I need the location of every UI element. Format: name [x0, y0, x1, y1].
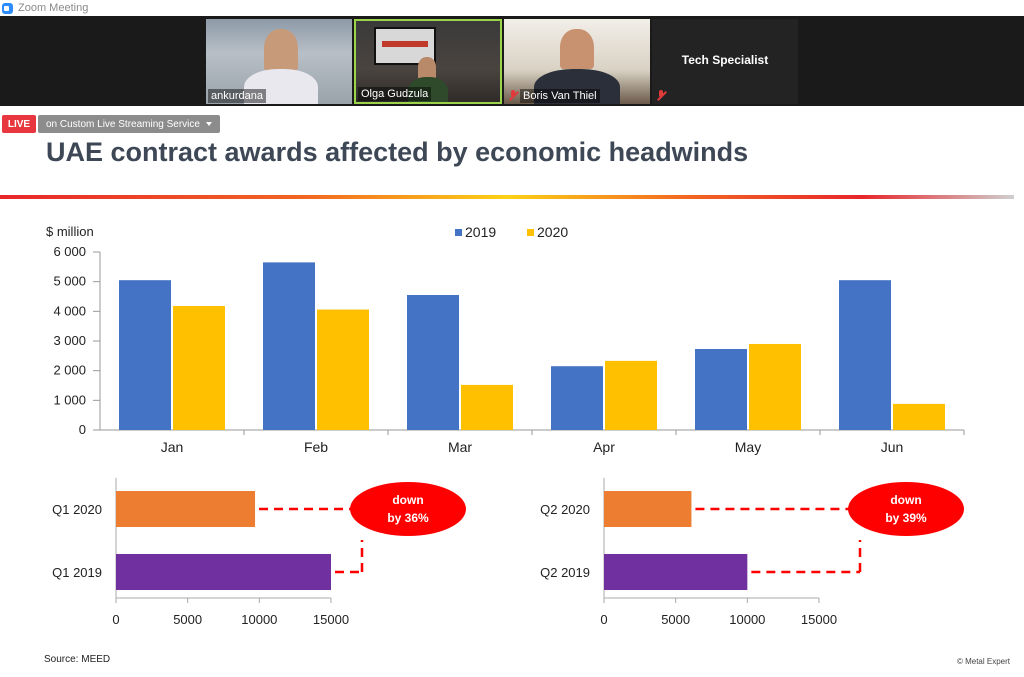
bar-2019-feb — [263, 262, 315, 430]
x-tick-label: Feb — [304, 439, 328, 455]
mic-muted-icon — [656, 90, 666, 101]
bar-2020-jun — [893, 403, 945, 430]
video-tile-tech-specialist[interactable]: Tech Specialist — [652, 19, 798, 104]
live-service-label: on Custom Live Streaming Service — [46, 118, 200, 130]
zoom-logo-icon — [2, 2, 13, 14]
title-rule — [0, 195, 1014, 199]
callout-bubble — [848, 482, 964, 536]
chevron-down-icon — [205, 122, 212, 126]
bar-2019-apr — [551, 366, 603, 430]
q-tick-label: 15000 — [313, 612, 349, 627]
bar-2020-mar — [461, 384, 513, 430]
legend-swatch-2020 — [527, 229, 534, 236]
video-strip: ankurdana Olga Gudzula Boris Van Thiel T… — [0, 16, 1024, 106]
callout-text-line2: by 39% — [885, 511, 927, 525]
window-title: Zoom Meeting — [18, 2, 89, 14]
y-tick-label: 1 000 — [53, 392, 86, 407]
y-tick-label: 6 000 — [53, 244, 86, 259]
legend-swatch-2019 — [455, 229, 462, 236]
bar-2020-apr — [605, 360, 657, 430]
mic-muted-icon — [508, 90, 518, 101]
q-category-label: Q1 2020 — [52, 502, 102, 517]
live-badge: LIVE — [2, 115, 36, 133]
q-tick-label: 10000 — [241, 612, 277, 627]
bar-2020-may — [749, 343, 801, 430]
participant-avatar — [418, 57, 436, 79]
slide-title: UAE contract awards affected by economic… — [46, 137, 749, 167]
legend-label-2019: 2019 — [465, 224, 496, 240]
video-tile-ankurdana[interactable]: ankurdana — [206, 19, 352, 104]
q-bar-q1-2019 — [116, 554, 331, 590]
q-bar-q2-2019 — [604, 554, 748, 590]
bar-2020-jan — [173, 305, 225, 430]
q-category-label: Q2 2019 — [540, 565, 590, 580]
participant-name: Tech Specialist — [681, 53, 769, 67]
video-tile-olga-gudzula[interactable]: Olga Gudzula — [354, 19, 502, 104]
q-bar-q2-2020 — [604, 491, 692, 527]
y-tick-label: 4 000 — [53, 303, 86, 318]
q-tick-label: 5000 — [173, 612, 202, 627]
callout-text-line1: down — [890, 493, 921, 507]
bar-2020-feb — [317, 309, 369, 430]
participant-shirt — [408, 77, 448, 102]
participant-name: Boris Van Thiel — [520, 89, 600, 103]
q-tick-label: 0 — [600, 612, 607, 627]
title-bar: Zoom Meeting — [0, 0, 1024, 16]
q-tick-label: 10000 — [729, 612, 765, 627]
q-tick-label: 15000 — [801, 612, 837, 627]
y-tick-label: 5 000 — [53, 274, 86, 289]
x-tick-label: Jun — [881, 439, 904, 455]
video-tile-boris-van-thiel[interactable]: Boris Van Thiel — [504, 19, 650, 104]
copyright-note: © Metal Expert — [956, 657, 1010, 666]
q-tick-label: 5000 — [661, 612, 690, 627]
x-tick-label: Apr — [593, 439, 615, 455]
y-tick-label: 2 000 — [53, 363, 86, 378]
participant-name: ankurdana — [208, 89, 266, 103]
x-tick-label: Mar — [448, 439, 472, 455]
callout-text-line2: by 36% — [387, 511, 429, 525]
y-tick-label: 3 000 — [53, 333, 86, 348]
participant-name: Olga Gudzula — [358, 87, 432, 101]
q-category-label: Q1 2019 — [52, 565, 102, 580]
bar-2019-jun — [839, 280, 891, 430]
q-tick-label: 0 — [112, 612, 119, 627]
bar-2019-mar — [407, 295, 459, 430]
callout-text-line1: down — [392, 493, 423, 507]
q-category-label: Q2 2020 — [540, 502, 590, 517]
live-streaming-dropdown[interactable]: on Custom Live Streaming Service — [38, 115, 220, 133]
bar-2019-may — [695, 349, 747, 430]
q-bar-q1-2020 — [116, 491, 256, 527]
callout-bubble — [350, 482, 466, 536]
source-note: Source: MEED — [44, 654, 111, 665]
legend-label-2020: 2020 — [537, 224, 568, 240]
participant-avatar — [560, 29, 594, 69]
bar-2019-jan — [119, 280, 171, 430]
x-tick-label: May — [735, 439, 761, 455]
x-tick-label: Jan — [161, 439, 184, 455]
y-axis-label: $ million — [46, 224, 94, 239]
participant-avatar — [264, 29, 298, 71]
participant-shirt — [244, 69, 318, 104]
participant-suit — [534, 69, 620, 104]
y-tick-label: 0 — [79, 422, 86, 437]
